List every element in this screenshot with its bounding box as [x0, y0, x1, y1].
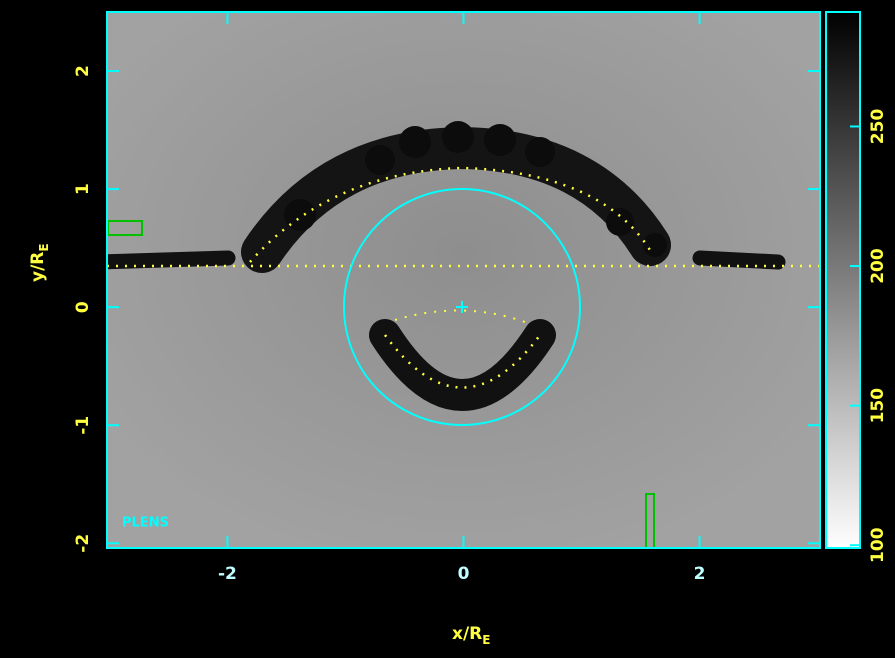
colorbar-tick-label: 150: [868, 388, 888, 424]
colorbar-tick-label: 100: [868, 527, 888, 563]
x-label-sub: E: [482, 633, 490, 647]
x-tick-label: 0: [458, 564, 470, 584]
y-label-sub: E: [37, 243, 51, 251]
colorbar-tick-label: 200: [868, 248, 888, 284]
x-label-text: x/R: [452, 624, 482, 644]
y-tick-label: -1: [73, 416, 93, 435]
x-tick-label: -2: [218, 564, 237, 584]
colorbar: [825, 11, 861, 549]
y-axis-label: y/RE: [28, 243, 51, 282]
y-tick-label: 1: [73, 183, 93, 195]
lens-image: [107, 12, 820, 548]
y-label-text: y/R: [28, 252, 48, 282]
y-tick-label: 2: [73, 65, 93, 77]
x-axis-label: x/RE: [452, 624, 490, 647]
x-tick-label: 2: [694, 564, 706, 584]
y-tick-label: -2: [73, 534, 93, 553]
annotation: PLENS: [122, 516, 169, 531]
y-tick-label: 0: [73, 301, 93, 313]
colorbar-tick-label: 250: [868, 109, 888, 145]
